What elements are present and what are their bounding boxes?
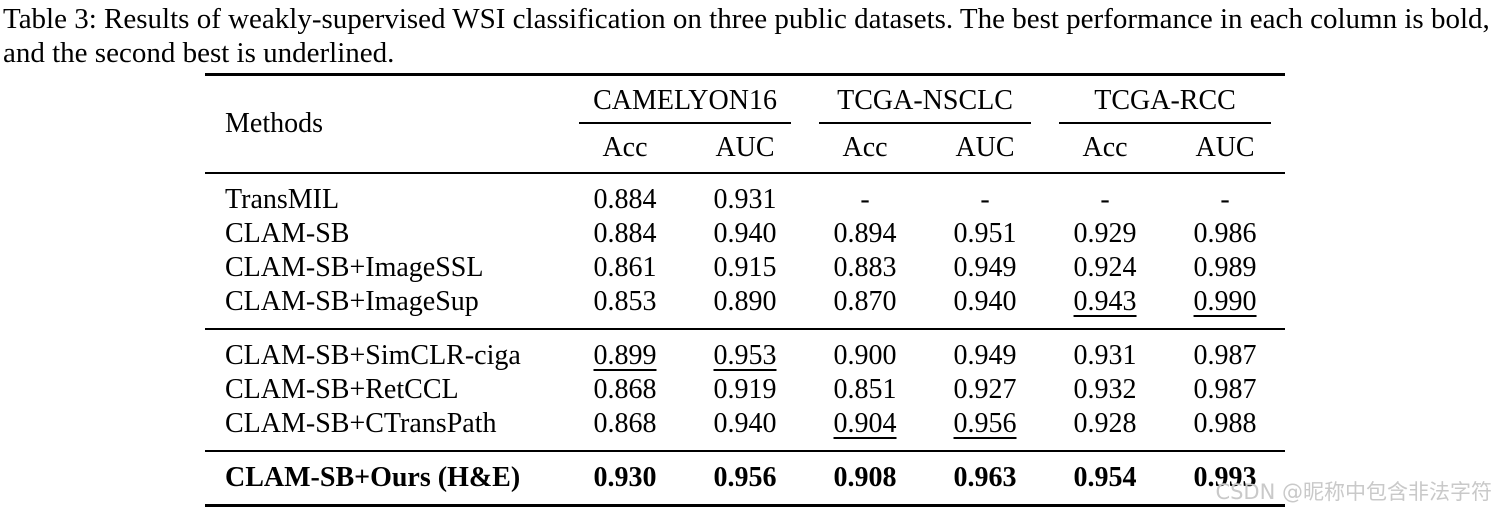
- watermark: CSDN @昵称中包含非法字符: [1215, 476, 1492, 506]
- metric-value: 0.884: [593, 184, 657, 215]
- table-header: Methods CAMELYON16 TCGA-NSCLC TCGA-RCC A…: [205, 74, 1286, 174]
- table-row: CLAM-SB+Ours (H&E) 0.930 0.956 0.908 0.963 0.…: [205, 451, 1285, 506]
- metric-value: 0.987: [1193, 374, 1257, 405]
- metric-value: 0.931: [713, 184, 777, 215]
- metric-value: 0.990: [1193, 286, 1257, 317]
- method-name: CLAM-SB+SimCLR-ciga: [225, 340, 521, 371]
- metric-value: 0.868: [593, 408, 657, 439]
- metric-value: 0.927: [953, 374, 1017, 405]
- metric-value: 0.929: [1073, 218, 1137, 249]
- metric-value: 0.986: [1193, 218, 1257, 249]
- metric-value: 0.940: [953, 286, 1017, 317]
- metric-header-row: Acc AUC Acc AUC Acc AUC: [205, 124, 1286, 174]
- metric-value: 0.919: [713, 374, 777, 405]
- methods-header: Methods: [205, 74, 565, 174]
- metric-value: 0.951: [953, 218, 1017, 249]
- col-header-tcga-nsclc-auc: AUC: [925, 124, 1046, 174]
- watermark-handle: @昵称中包含非法字符: [1282, 480, 1492, 504]
- col-header-tcga-rcc-auc: AUC: [1165, 124, 1286, 174]
- group-label-tcga-rcc: TCGA-RCC: [1059, 76, 1272, 124]
- metric-value: 0.861: [593, 252, 657, 283]
- metric-value: 0.853: [593, 286, 657, 317]
- metric-value: 0.987: [1193, 340, 1257, 371]
- metric-value: 0.954: [1073, 462, 1137, 493]
- group-header-tcga-nsclc: TCGA-NSCLC: [805, 75, 1045, 124]
- method-name: CLAM-SB+ImageSSL: [225, 252, 484, 283]
- col-header-tcga-rcc-acc: Acc: [1045, 124, 1166, 174]
- metric-value: 0.870: [833, 286, 897, 317]
- method-name: CLAM-SB+RetCCL: [225, 374, 459, 405]
- metric-value: 0.928: [1073, 408, 1137, 439]
- group-header-tcga-rcc: TCGA-RCC: [1045, 75, 1285, 124]
- table-section-baselines: TransMIL 0.884 0.931- - - - CLAM-SB 0.884 0.940 0…: [205, 173, 1286, 329]
- metric-value: 0.993: [1193, 462, 1257, 493]
- group-header-row: Methods CAMELYON16 TCGA-NSCLC TCGA-RCC: [205, 74, 1285, 174]
- method-name: CLAM-SB+Ours (H&E): [225, 462, 521, 493]
- metric-value: 0.956: [953, 408, 1017, 439]
- col-header-camelyon16-acc: Acc: [565, 124, 685, 174]
- metric-value: 0.868: [593, 374, 657, 405]
- table-row: CLAM-SB+RetCCL 0.868 0.919 0.851 0.927 0.932 0…: [205, 373, 1285, 407]
- metric-value: 0.904: [833, 408, 897, 439]
- table-caption: Table 3: Results of weakly-supervised WS…: [3, 3, 1490, 69]
- metric-value: 0.963: [953, 462, 1017, 493]
- metric-value: -: [860, 184, 870, 215]
- watermark-brand: CSDN: [1215, 480, 1282, 504]
- results-table: Methods CAMELYON16 TCGA-NSCLC TCGA-RCC A…: [205, 73, 1286, 507]
- table-row: CLAM-SB+ImageSup 0.853 0.890 0.870 0.940 0.94…: [205, 285, 1285, 329]
- metric-value: 0.988: [1193, 408, 1257, 439]
- metric-value: 0.956: [713, 462, 777, 493]
- method-name: CLAM-SB+CTransPath: [225, 408, 497, 439]
- metric-value: 0.915: [713, 252, 777, 283]
- metric-value: 0.943: [1073, 286, 1137, 317]
- metric-value: 0.930: [593, 462, 657, 493]
- col-header-camelyon16-auc: AUC: [685, 124, 806, 174]
- metric-value: 0.883: [833, 252, 897, 283]
- metric-value: 0.949: [953, 340, 1017, 371]
- table-row: CLAM-SB 0.884 0.940 0.894 0.951 0.929 0.986: [205, 217, 1285, 251]
- metric-value: 0.851: [833, 374, 897, 405]
- metric-value: 0.900: [833, 340, 897, 371]
- group-header-camelyon16: CAMELYON16: [565, 75, 805, 124]
- metric-value: -: [980, 184, 990, 215]
- metric-value: 0.924: [1073, 252, 1137, 283]
- group-label-tcga-nsclc: TCGA-NSCLC: [819, 76, 1032, 124]
- method-name: TransMIL: [225, 184, 340, 215]
- method-name: CLAM-SB: [225, 218, 350, 249]
- table-row: CLAM-SB+ImageSSL 0.861 0.915 0.883 0.949 0.92…: [205, 251, 1285, 285]
- table-section-ours: CLAM-SB+Ours (H&E) 0.930 0.956 0.908 0.963 0.…: [205, 451, 1285, 506]
- metric-value: 0.932: [1073, 374, 1137, 405]
- metric-value: 0.989: [1193, 252, 1257, 283]
- table-section-ssl-pretrained: CLAM-SB+SimCLR-ciga 0.899 0.953 0.900 0.949 0…: [205, 329, 1286, 451]
- metric-value: 0.940: [713, 218, 777, 249]
- col-header-tcga-nsclc-acc: Acc: [805, 124, 926, 174]
- table-row: CLAM-SB+CTransPath 0.868 0.940 0.904 0.956 0.…: [205, 407, 1285, 451]
- metric-value: 0.884: [593, 218, 657, 249]
- metric-value: 0.894: [833, 218, 897, 249]
- metric-value: -: [1100, 184, 1110, 215]
- table-row: CLAM-SB+SimCLR-ciga 0.899 0.953 0.900 0.949 0…: [205, 329, 1285, 373]
- metric-value: 0.931: [1073, 340, 1137, 371]
- metric-value: 0.940: [713, 408, 777, 439]
- method-name: CLAM-SB+ImageSup: [225, 286, 479, 317]
- metric-value: 0.899: [593, 340, 657, 371]
- metric-value: -: [1220, 184, 1230, 215]
- group-label-camelyon16: CAMELYON16: [579, 76, 792, 124]
- metric-value: 0.890: [713, 286, 777, 317]
- table-row: TransMIL 0.884 0.931 - - - -: [205, 173, 1285, 217]
- metric-value: 0.953: [713, 340, 777, 371]
- metric-value: 0.908: [833, 462, 897, 493]
- metric-value: 0.949: [953, 252, 1017, 283]
